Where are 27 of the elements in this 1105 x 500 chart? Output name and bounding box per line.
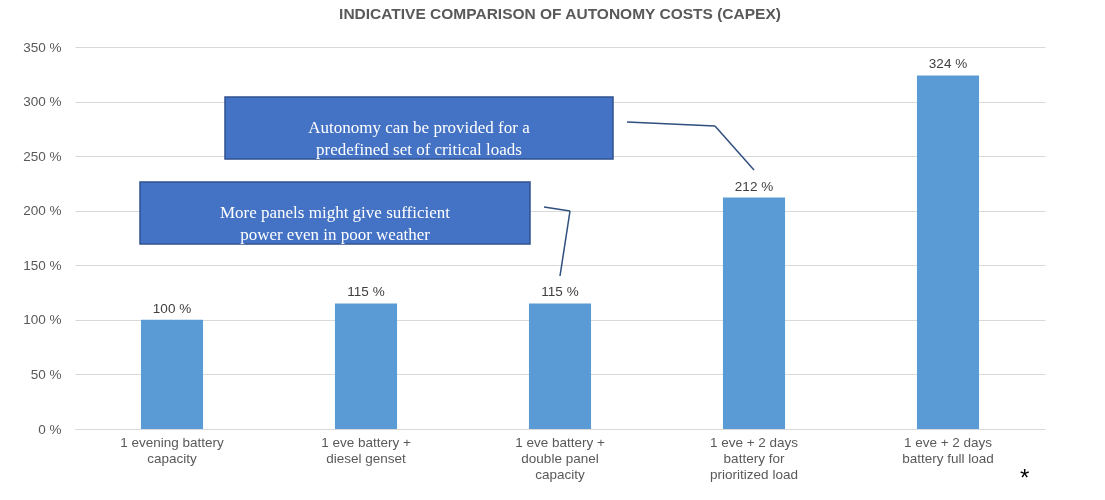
y-tick-label: 250 % <box>23 148 62 164</box>
x-tick-label: 1 eve battery + double panel capacity <box>515 434 605 482</box>
bar <box>722 197 786 429</box>
y-tick-label: 150 % <box>23 257 62 273</box>
bar <box>916 75 980 429</box>
x-tick-label: 1 eve + 2 days battery full load <box>902 434 994 466</box>
bar <box>334 303 398 429</box>
data-label: 115 % <box>347 284 385 300</box>
chart-title: INDICATIVE COMPARISON OF AUTONOMY COSTS (CAPEX) <box>339 4 781 22</box>
y-tick-label: 50 % <box>30 366 62 382</box>
bar <box>528 303 592 429</box>
text: * <box>1020 464 1030 491</box>
y-tick-label: 100 % <box>23 312 62 328</box>
x-tick-label: 1 eve battery + diesel genset <box>321 434 411 466</box>
y-tick-label: 200 % <box>23 203 62 219</box>
y-tick-label: 300 % <box>23 94 62 110</box>
data-label: 100 % <box>152 300 192 316</box>
bar <box>140 319 204 429</box>
y-tick-label: 0 % <box>38 421 62 437</box>
annotation: Autonomy can be provided for a predefined set of critical loads <box>308 118 531 159</box>
y-tick-label: 350 % <box>23 39 62 55</box>
data-label: 212 % <box>734 178 774 194</box>
annotation: More panels might give sufficient power even in poor weather <box>219 203 451 244</box>
x-tick-label: 1 eve + 2 days battery for prioritized load <box>709 434 799 482</box>
x-tick-label: 1 evening battery capacity <box>120 434 225 466</box>
data-label: 324 % <box>928 56 968 72</box>
data-label: 115 % <box>541 284 579 300</box>
